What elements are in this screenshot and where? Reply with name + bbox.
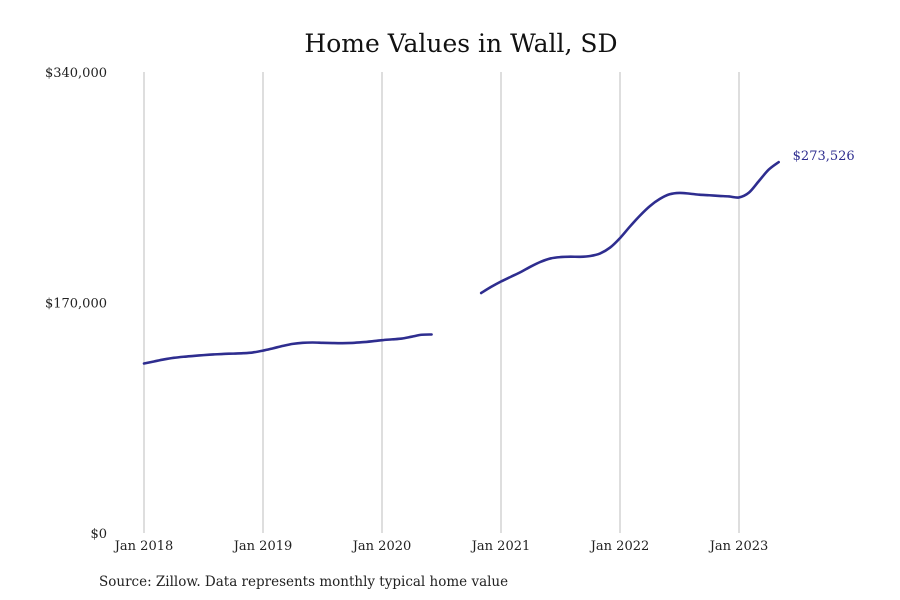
vertical-gridlines (143, 72, 740, 533)
x-tick-label: Jan 2021 (470, 539, 531, 554)
x-tick-label: Jan 2020 (351, 539, 412, 554)
x-tick-label: Jan 2022 (589, 539, 650, 554)
y-tick-label: $340,000 (45, 66, 107, 81)
x-axis-ticks: Jan 2018 Jan 2019 Jan 2020 Jan 2021 Jan 2022… (113, 539, 769, 554)
y-tick-label: $0 (90, 527, 107, 542)
series-lines (142, 160, 780, 365)
x-tick-label: Jan 2023 (708, 539, 769, 554)
y-tick-label: $170,000 (45, 297, 107, 312)
source-note: Source: Zillow. Data represents monthly … (99, 574, 508, 590)
series-line-segment (479, 160, 780, 295)
chart-title: Home Values in Wall, SD (304, 29, 617, 58)
series-line-segment (142, 333, 433, 365)
y-axis-ticks: $0 $170,000 $340,000 (45, 66, 107, 542)
x-tick-label: Jan 2019 (232, 539, 293, 554)
last-value-label: $273,526 (793, 149, 855, 164)
x-tick-label: Jan 2018 (113, 539, 174, 554)
